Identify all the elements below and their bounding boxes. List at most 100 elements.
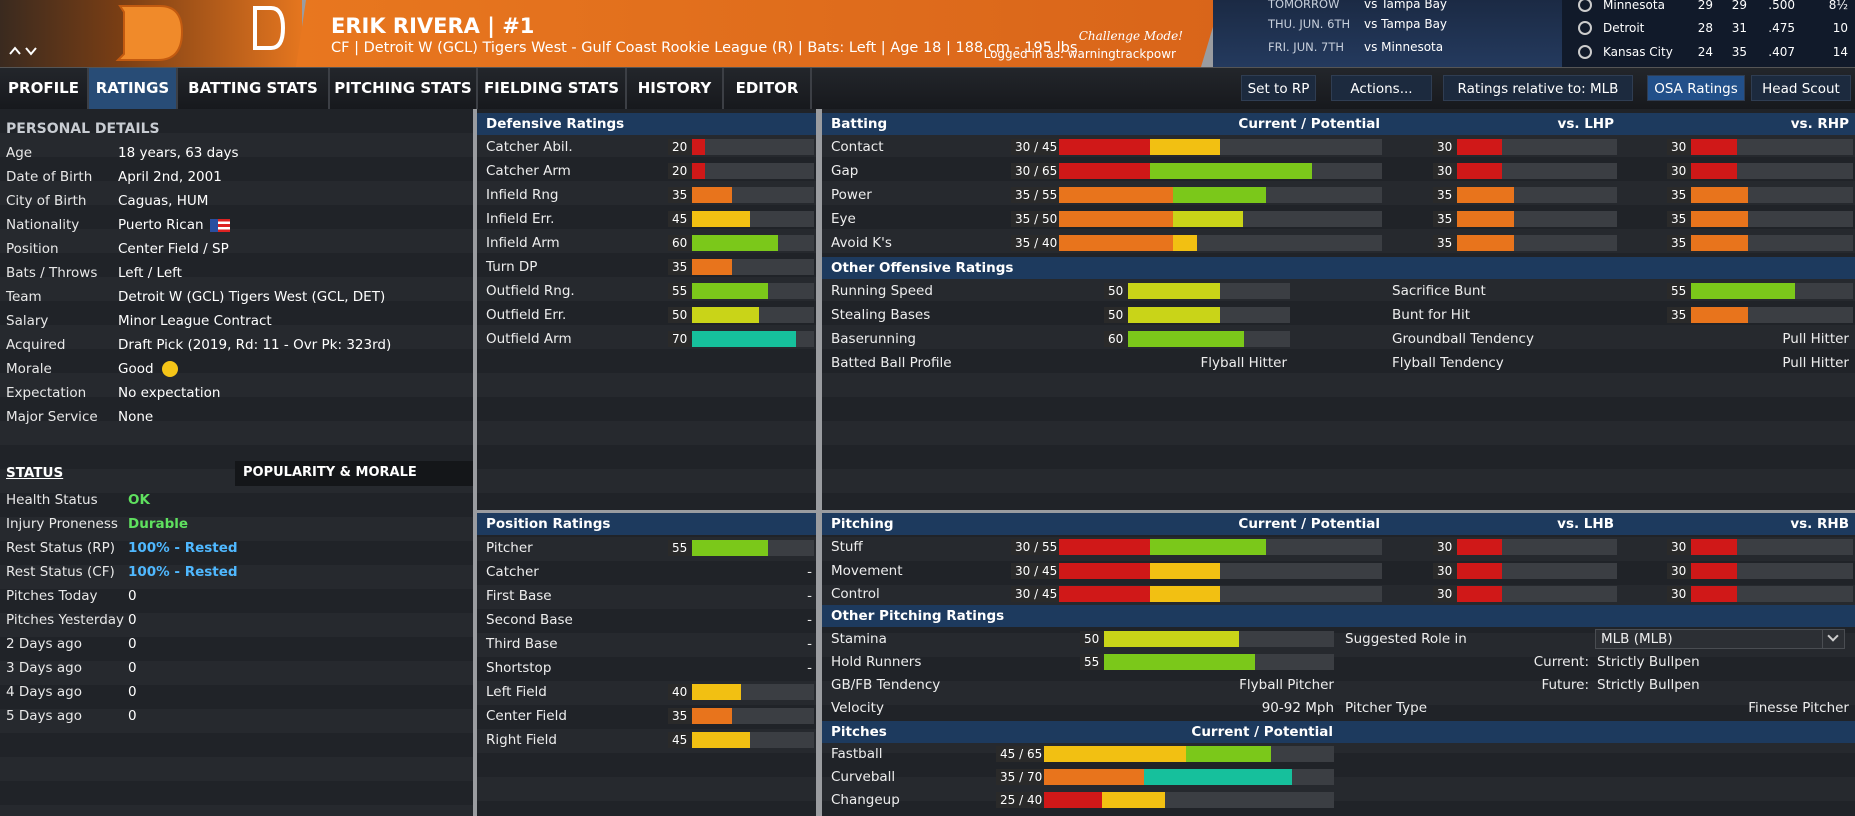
toolbar-button[interactable]: Set to RP xyxy=(1241,75,1316,101)
rating-value: 30 xyxy=(1433,139,1457,155)
rating-value: 35 xyxy=(1667,187,1691,203)
detail-label: Expectation xyxy=(6,385,87,401)
rating-value: 20 xyxy=(668,163,692,179)
rating-value: - xyxy=(807,564,812,580)
rating-value: 50 xyxy=(1104,283,1128,299)
detail-label: City of Birth xyxy=(6,193,87,209)
rating-label: Left Field xyxy=(486,684,547,700)
section-header: Defensive Ratings xyxy=(477,113,816,135)
section-title: PERSONAL DETAILS xyxy=(6,121,160,137)
rating-value: - xyxy=(807,636,812,652)
rating-value: 35 xyxy=(1433,211,1457,227)
flag-icon xyxy=(210,219,230,232)
rating-label: Control xyxy=(831,586,880,602)
rating-value: 35 xyxy=(1433,235,1457,251)
section-header: Other Offensive Ratings xyxy=(822,257,1855,279)
role-dropdown[interactable] xyxy=(1595,629,1845,649)
rating-value: 35 xyxy=(1667,235,1691,251)
toolbar-button[interactable]: Actions... xyxy=(1331,75,1432,101)
rating-label: Changeup xyxy=(831,792,900,808)
nav-tab[interactable]: PITCHING STATS xyxy=(330,68,478,109)
team-name: Detroit xyxy=(1603,21,1645,35)
rating-value: 55 xyxy=(668,283,692,299)
toolbar-button[interactable]: OSA Ratings xyxy=(1647,75,1745,101)
rating-value: 30 / 45 xyxy=(1011,586,1059,602)
rating-label: Second Base xyxy=(486,612,573,628)
position-panel xyxy=(477,513,816,816)
rating-value: 30 / 65 xyxy=(1011,163,1059,179)
section-header: Pitches xyxy=(822,721,1855,743)
rating-label: Gap xyxy=(831,163,859,179)
status-tab-box xyxy=(235,461,473,486)
rating-bar xyxy=(668,540,769,556)
rating-value: 55 xyxy=(1667,283,1691,299)
rating-value: Finesse Pitcher xyxy=(1748,700,1849,716)
nav-tab[interactable]: PROFILE xyxy=(0,68,89,109)
column-header: vs. LHP xyxy=(1557,116,1614,132)
detail-label: Age xyxy=(6,145,33,161)
bar-track xyxy=(668,163,814,179)
rating-value: 50 xyxy=(668,307,692,323)
rating-value: 30 xyxy=(1667,539,1691,555)
section-header: Batting xyxy=(822,113,1855,135)
detail-value: Detroit W (GCL) Tigers West (GCL, DET) xyxy=(118,289,386,305)
column-header: vs. RHP xyxy=(1790,116,1849,132)
rating-value: 30 / 45 xyxy=(1011,562,1059,579)
rating-label: Batted Ball Profile xyxy=(831,355,952,371)
rating-label: Pitcher xyxy=(486,540,533,556)
rating-value: 45 / 65 xyxy=(996,746,1044,762)
rating-value: 35 xyxy=(668,708,692,724)
detail-value: Center Field / SP xyxy=(118,241,229,257)
rating-value: 35 xyxy=(1433,187,1457,203)
nav-tab[interactable]: BATTING STATS xyxy=(178,68,330,109)
rating-value: Pull Hitter xyxy=(1782,331,1849,347)
rating-label: Shortstop xyxy=(486,660,552,676)
rating-label: Infield Arm xyxy=(486,235,560,251)
team-logo xyxy=(1578,21,1592,35)
schedule-opponent: vs Minnesota xyxy=(1364,40,1444,54)
status-value: 0 xyxy=(128,588,137,604)
rating-value: 35 / 40 xyxy=(1011,235,1059,251)
status-label: Health Status xyxy=(6,492,98,508)
schedule-opponent: vs Tampa Bay xyxy=(1364,0,1448,11)
detail-value: Left / Left xyxy=(118,265,182,281)
logo-icons xyxy=(9,5,286,61)
rating-label: Pitcher Type xyxy=(1345,700,1428,716)
toolbar-button[interactable]: Head Scout xyxy=(1751,75,1851,101)
rating-label: Infield Rng xyxy=(486,187,559,203)
rating-label: Velocity xyxy=(831,700,884,716)
nav-tab[interactable]: EDITOR xyxy=(724,68,812,109)
column-header: vs. RHB xyxy=(1790,516,1849,532)
rating-label: Baserunning xyxy=(831,331,916,347)
rating-label: Avoid K's xyxy=(831,235,892,251)
rating-label: Movement xyxy=(831,562,903,579)
nav-tab[interactable]: HISTORY xyxy=(627,68,724,109)
status-value: 0 xyxy=(128,660,137,676)
rating-bar xyxy=(668,283,769,299)
detail-value: Minor League Contract xyxy=(118,313,272,329)
rating-value: - xyxy=(807,612,812,628)
status-value: 0 xyxy=(128,612,137,628)
nav-tab[interactable]: RATINGS xyxy=(89,68,178,109)
rating-value: - xyxy=(807,588,812,604)
rating-label: Stuff xyxy=(831,539,863,555)
rating-value: 30 / 45 xyxy=(1011,139,1059,155)
detail-value: April 2nd, 2001 xyxy=(118,169,222,185)
team-logo xyxy=(1578,0,1592,12)
rating-value: 30 xyxy=(1667,562,1691,579)
status-value: 100% - Rested xyxy=(128,564,238,580)
schedule-area xyxy=(1213,0,1562,67)
rating-label: Stealing Bases xyxy=(831,307,931,323)
rating-value: 55 xyxy=(1080,654,1104,670)
rating-label: Catcher xyxy=(486,564,539,580)
rating-value: 90-92 Mph xyxy=(1261,700,1334,716)
nav-tab[interactable]: FIELDING STATS xyxy=(478,68,627,109)
rating-label: Infield Err. xyxy=(486,211,555,227)
rating-bar xyxy=(1104,307,1221,323)
status-label: 3 Days ago xyxy=(6,660,82,676)
rating-value: 30 xyxy=(1433,539,1457,555)
rating-value: 35 / 70 xyxy=(996,769,1044,785)
rating-value: 30 xyxy=(1433,586,1457,602)
detail-value: Good xyxy=(118,361,154,377)
toolbar-button[interactable]: Ratings relative to: MLB xyxy=(1443,75,1633,101)
